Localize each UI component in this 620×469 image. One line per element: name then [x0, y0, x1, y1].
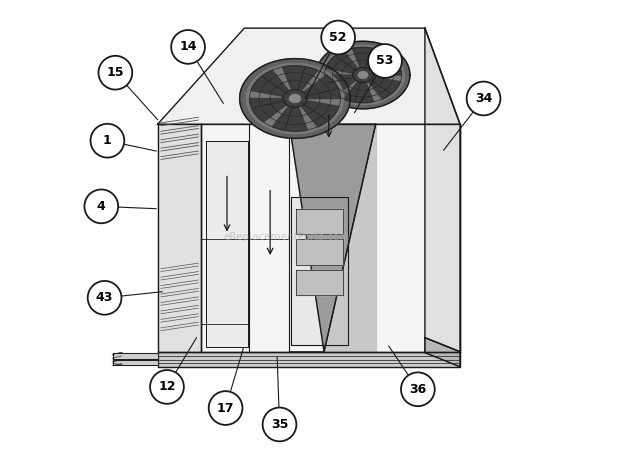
Polygon shape	[343, 75, 373, 103]
Polygon shape	[425, 28, 460, 352]
Circle shape	[368, 44, 402, 78]
Polygon shape	[295, 98, 339, 127]
Circle shape	[209, 391, 242, 425]
Text: 35: 35	[271, 418, 288, 431]
Polygon shape	[425, 338, 460, 367]
Text: eReplacementParts.com: eReplacementParts.com	[223, 232, 350, 242]
Polygon shape	[206, 141, 248, 347]
Circle shape	[84, 189, 118, 223]
Text: 4: 4	[97, 200, 105, 213]
Circle shape	[263, 408, 296, 441]
Polygon shape	[157, 124, 202, 352]
Polygon shape	[157, 28, 460, 124]
Text: 12: 12	[158, 380, 175, 393]
Polygon shape	[113, 359, 157, 365]
Text: 17: 17	[217, 401, 234, 415]
Polygon shape	[295, 75, 340, 98]
Circle shape	[171, 30, 205, 64]
Polygon shape	[326, 51, 363, 75]
Polygon shape	[272, 98, 308, 131]
Polygon shape	[290, 95, 301, 102]
Circle shape	[91, 124, 124, 158]
Polygon shape	[290, 124, 376, 352]
Circle shape	[87, 281, 122, 315]
Polygon shape	[353, 47, 382, 75]
Polygon shape	[425, 338, 460, 367]
Polygon shape	[157, 352, 460, 367]
Polygon shape	[296, 239, 343, 265]
Polygon shape	[250, 98, 295, 122]
Text: 53: 53	[376, 54, 394, 68]
Polygon shape	[296, 270, 343, 295]
Text: 1: 1	[103, 134, 112, 147]
Polygon shape	[322, 45, 404, 105]
Polygon shape	[296, 209, 343, 234]
Polygon shape	[283, 90, 307, 107]
Polygon shape	[240, 59, 350, 138]
Polygon shape	[316, 41, 410, 109]
Polygon shape	[283, 66, 317, 98]
Polygon shape	[358, 72, 368, 78]
Polygon shape	[246, 63, 343, 134]
Circle shape	[99, 56, 132, 90]
Polygon shape	[113, 353, 157, 360]
Polygon shape	[353, 68, 373, 83]
Text: 15: 15	[107, 66, 124, 79]
Polygon shape	[324, 75, 363, 95]
Polygon shape	[290, 124, 376, 352]
Circle shape	[321, 21, 355, 54]
Circle shape	[150, 370, 184, 404]
Text: 43: 43	[96, 291, 113, 304]
Text: 34: 34	[475, 92, 492, 105]
Polygon shape	[251, 70, 295, 98]
Polygon shape	[363, 55, 402, 75]
Circle shape	[467, 82, 500, 115]
Polygon shape	[291, 197, 348, 345]
Polygon shape	[363, 75, 401, 99]
Circle shape	[401, 372, 435, 406]
Polygon shape	[202, 124, 460, 352]
Text: 36: 36	[409, 383, 427, 396]
Text: 52: 52	[329, 31, 347, 44]
Text: 14: 14	[179, 40, 197, 53]
